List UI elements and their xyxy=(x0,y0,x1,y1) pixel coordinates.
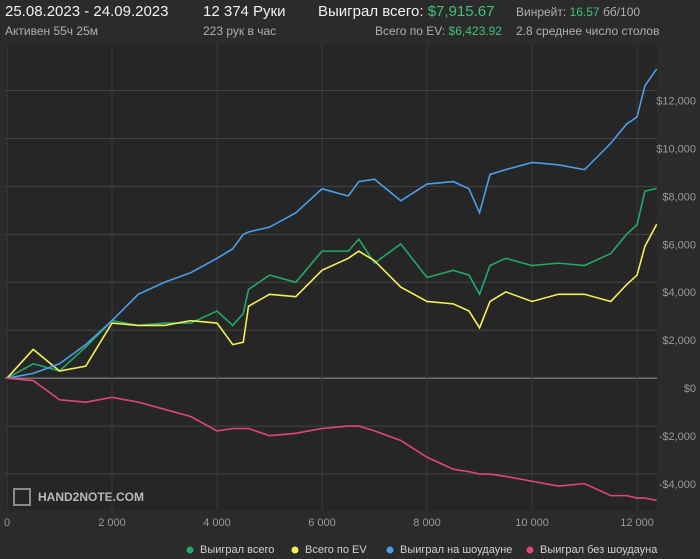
y-tick-label: -$4,000 xyxy=(659,479,696,491)
legend-label: Выиграл на шоудауне xyxy=(400,544,512,556)
hands: 12 374 Руки xyxy=(203,3,286,20)
period: 25.08.2023 - 24.09.2023 xyxy=(5,3,169,20)
legend-swatch xyxy=(186,546,194,554)
ev-value: $6,423.92 xyxy=(448,24,502,38)
legend-label: Всего по EV xyxy=(305,544,367,556)
series-line xyxy=(6,68,658,379)
legend-label: Выиграл всего xyxy=(200,544,274,556)
legend-swatch xyxy=(386,546,394,554)
won-total: Выиграл всего: $7,915.67 xyxy=(318,3,494,20)
tables: 2.8 среднее число столов xyxy=(516,24,660,38)
legend-swatch xyxy=(291,546,299,554)
y-tick-label: $8,000 xyxy=(662,191,696,203)
series-line xyxy=(6,377,657,502)
y-tick-label: $0 xyxy=(684,383,696,395)
ev-label: Всего по EV: xyxy=(375,24,446,38)
legend-swatch xyxy=(526,546,534,554)
watermark: HAND2NOTE.COM xyxy=(38,490,144,504)
y-tick-label: $4,000 xyxy=(662,287,696,299)
x-tick-label: 4 000 xyxy=(203,517,231,529)
x-tick-label: 0 xyxy=(4,517,10,529)
won-value: $7,915.67 xyxy=(427,3,495,20)
x-tick-label: 10 000 xyxy=(515,517,549,529)
y-tick-label: $10,000 xyxy=(656,143,696,155)
x-tick-label: 2 000 xyxy=(98,517,126,529)
y-tick-label: $12,000 xyxy=(656,95,696,107)
winrate: Винрейт: 16.57 бб/100 xyxy=(516,5,640,19)
y-tick-label: $6,000 xyxy=(662,239,696,251)
plot-area xyxy=(5,45,657,510)
y-tick-label: $2,000 xyxy=(662,335,696,347)
winrate-unit: бб/100 xyxy=(602,5,641,19)
x-tick-label: 6 000 xyxy=(308,517,336,529)
series-line xyxy=(6,223,658,379)
ev-total: Всего по EV: $6,423.92 xyxy=(375,24,502,38)
winrate-label: Винрейт: xyxy=(516,5,567,19)
winrate-value: 16.57 xyxy=(569,5,600,19)
x-tick-label: 12 000 xyxy=(620,517,654,529)
won-label: Выиграл всего: xyxy=(318,3,424,20)
logo xyxy=(13,488,31,506)
active-time: Активен 55ч 25м xyxy=(5,24,98,38)
x-tick-label: 8 000 xyxy=(413,517,441,529)
hands-per-hour: 223 рук в час xyxy=(203,24,277,38)
legend-label: Выиграл без шоудауна xyxy=(540,544,658,556)
y-tick-label: -$2,000 xyxy=(659,431,696,443)
